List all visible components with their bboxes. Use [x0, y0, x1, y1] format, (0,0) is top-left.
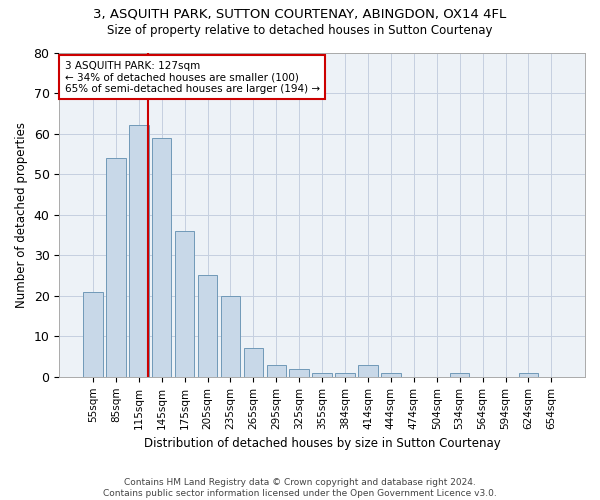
Bar [198, 276, 217, 377]
Text: Size of property relative to detached houses in Sutton Courtenay: Size of property relative to detached ho… [107, 24, 493, 37]
Y-axis label: Number of detached properties: Number of detached properties [15, 122, 28, 308]
Bar [152, 138, 172, 377]
Bar [106, 158, 125, 377]
X-axis label: Distribution of detached houses by size in Sutton Courtenay: Distribution of detached houses by size … [144, 437, 500, 450]
Text: Contains HM Land Registry data © Crown copyright and database right 2024.
Contai: Contains HM Land Registry data © Crown c… [103, 478, 497, 498]
Bar [313, 373, 332, 377]
Bar [175, 231, 194, 377]
Bar [221, 296, 240, 377]
Bar [244, 348, 263, 377]
Bar [381, 373, 401, 377]
Text: 3 ASQUITH PARK: 127sqm
← 34% of detached houses are smaller (100)
65% of semi-de: 3 ASQUITH PARK: 127sqm ← 34% of detached… [65, 60, 320, 94]
Bar [289, 368, 309, 377]
Bar [450, 373, 469, 377]
Bar [83, 292, 103, 377]
Bar [358, 364, 378, 377]
Text: 3, ASQUITH PARK, SUTTON COURTENAY, ABINGDON, OX14 4FL: 3, ASQUITH PARK, SUTTON COURTENAY, ABING… [94, 8, 506, 20]
Bar [335, 373, 355, 377]
Bar [129, 126, 149, 377]
Bar [266, 364, 286, 377]
Bar [518, 373, 538, 377]
